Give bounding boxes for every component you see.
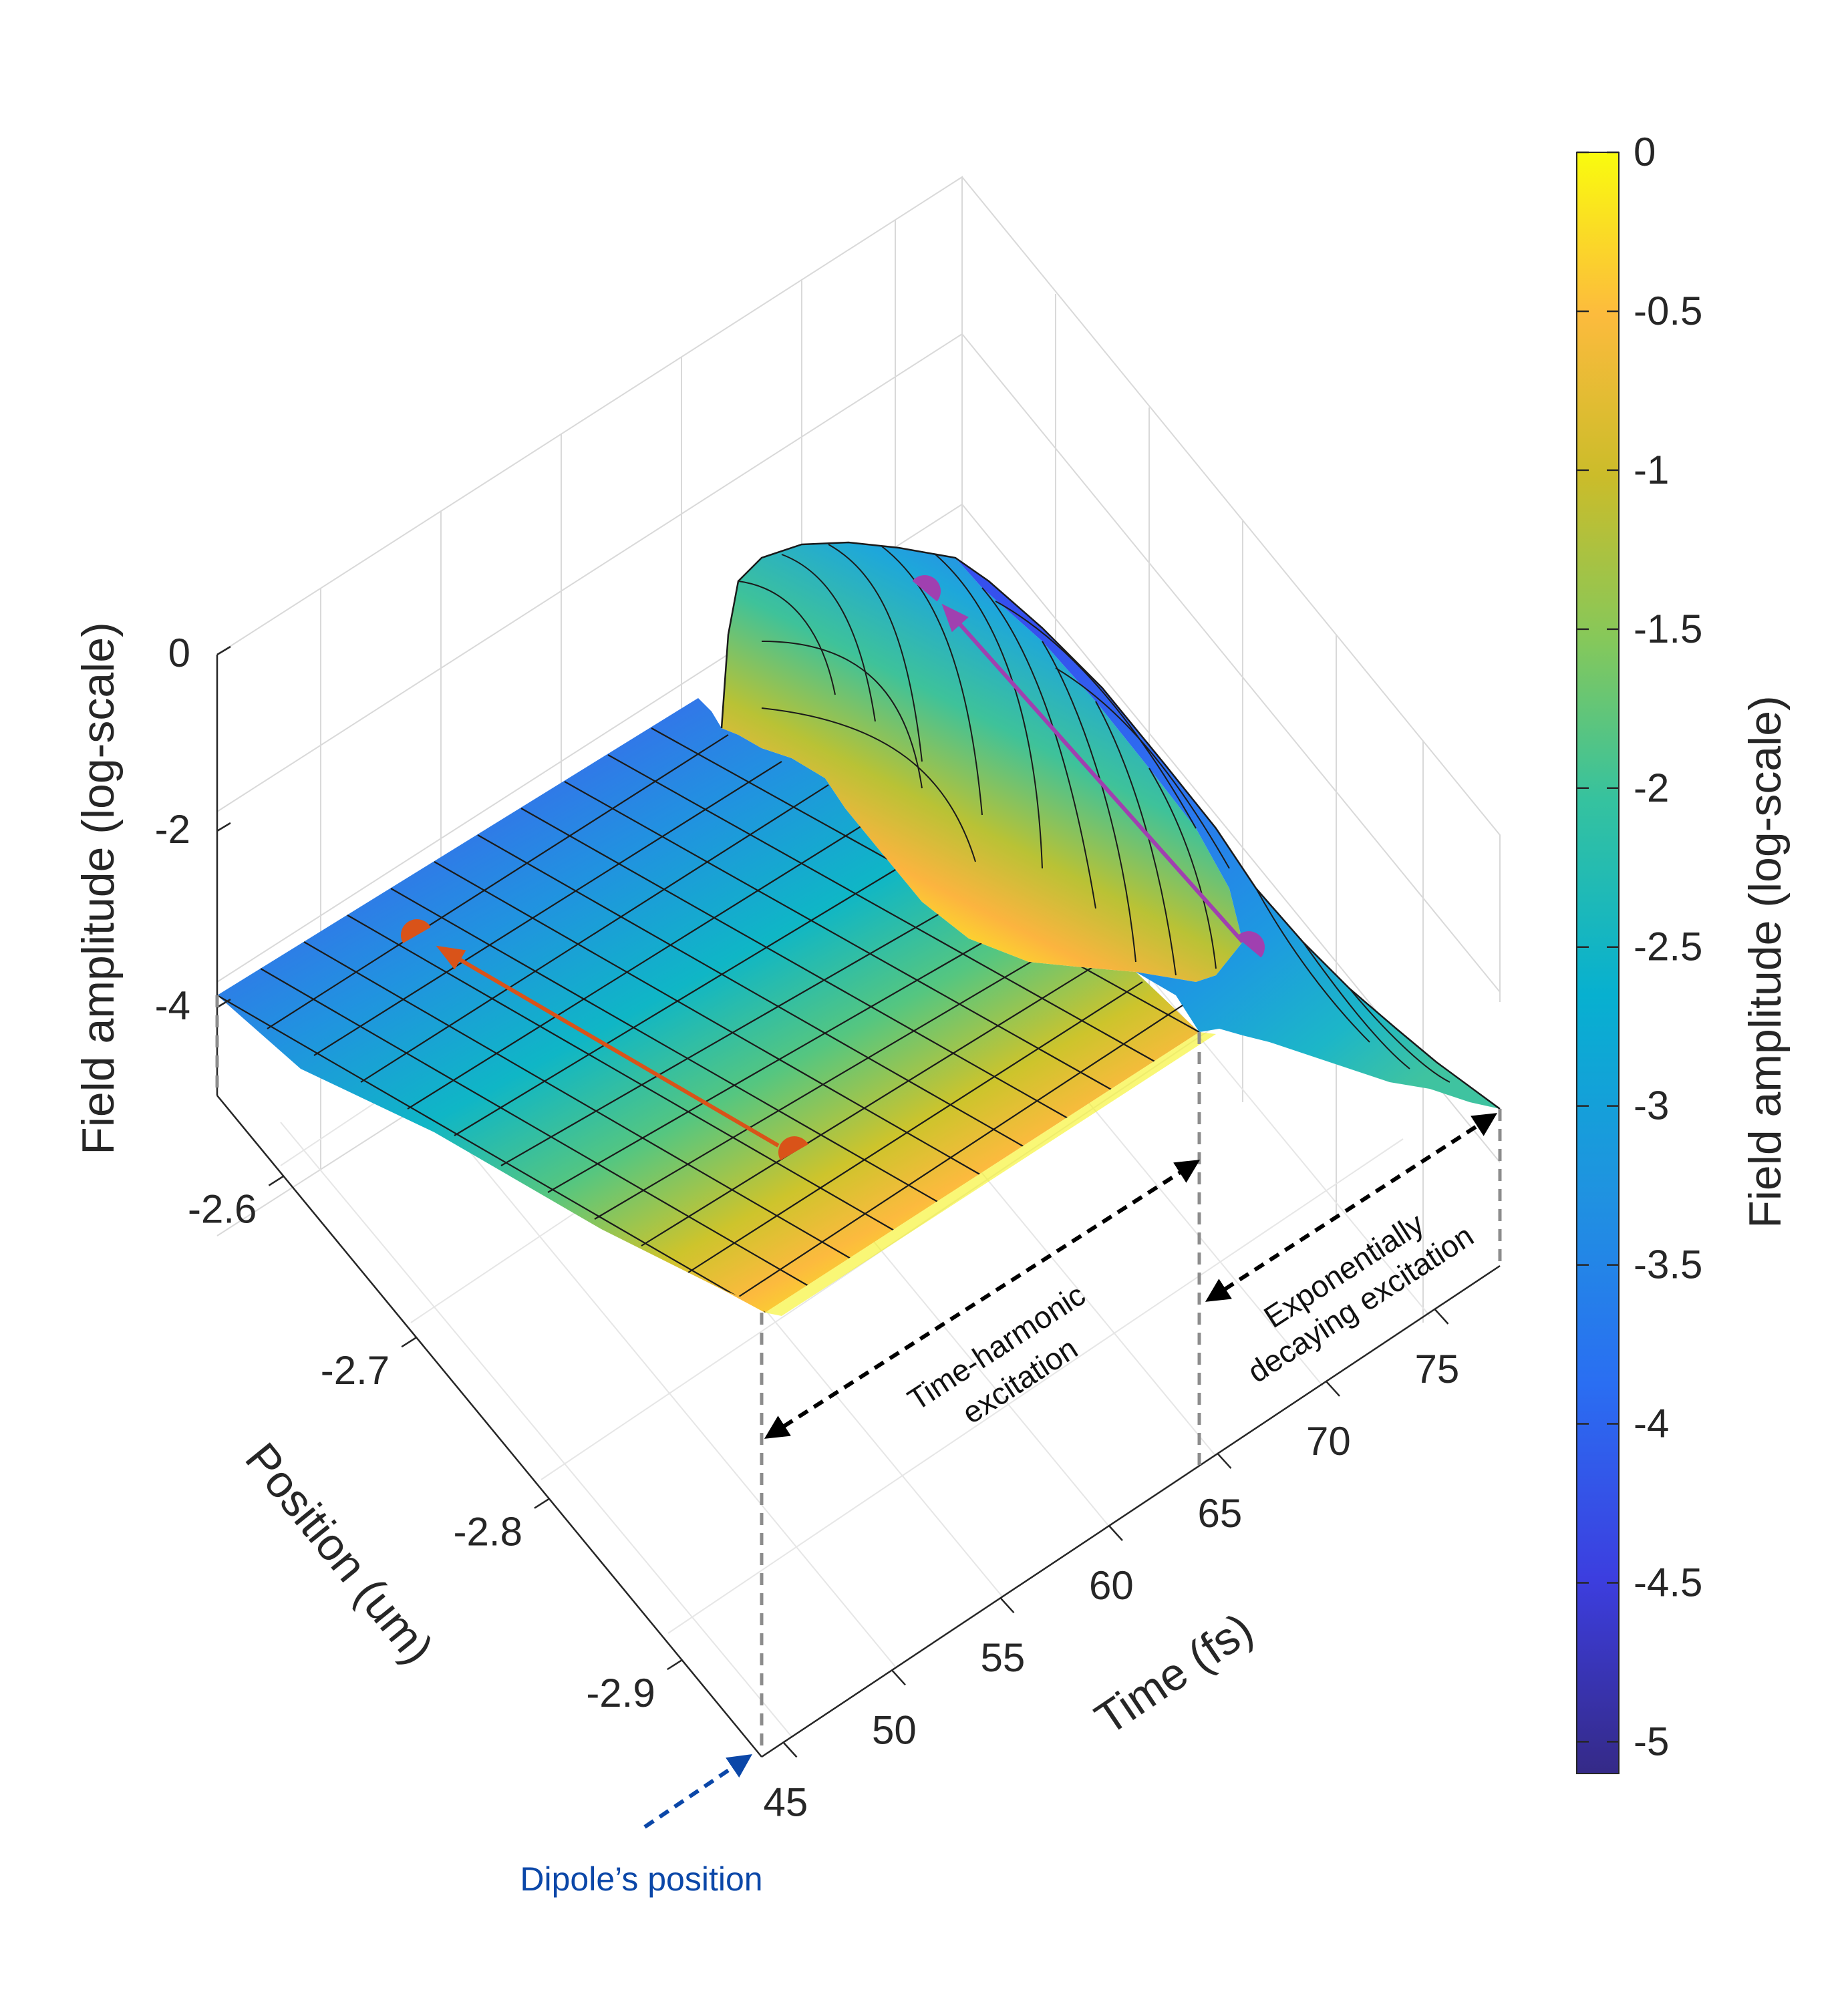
- colorbar-ticks: 0 -0.5 -1 -1.5 -2 -2.5 -3 -3.5 -4 -4.5 -5: [1577, 130, 1702, 1764]
- annotation-arrows: [436, 603, 1498, 1829]
- purple-end-marker: [912, 575, 941, 602]
- time-tick-label-1: 50: [872, 1707, 917, 1752]
- colorbar-tick-label-4: -2: [1634, 766, 1669, 810]
- position-axis-ticks: -2.6 -2.7 -2.8 -2.9: [188, 1175, 683, 1715]
- z-tick-1: [216, 822, 231, 832]
- position-tick-label-1: -2.7: [321, 1348, 390, 1393]
- back-wall-right: [961, 176, 1501, 1002]
- z-tick-label-1: -2: [155, 807, 190, 852]
- position-tick-2: [534, 1498, 550, 1509]
- colorbar-tick-label-5: -2.5: [1634, 925, 1702, 969]
- colorbar-tick-label-9: -4.5: [1634, 1560, 1702, 1605]
- z-axis-title: Field amplitude (log-scale): [73, 622, 124, 1154]
- colorbar-tick-label-10: -5: [1634, 1719, 1669, 1764]
- colorbar-title: Field amplitude (log-scale): [1740, 695, 1791, 1228]
- time-axis-title: Time (fs): [1086, 1603, 1262, 1745]
- colorbar-tick-label-0: 0: [1634, 130, 1656, 174]
- time-tick-label-3: 60: [1089, 1563, 1134, 1608]
- colorbar-tick-label-8: -4: [1634, 1401, 1669, 1446]
- position-tick-label-3: -2.9: [586, 1671, 655, 1715]
- surface-mesh: [217, 727, 1200, 1313]
- position-tick-0: [268, 1175, 285, 1186]
- purple-arrow: [941, 603, 1245, 943]
- ridge-mesh: [738, 544, 1450, 1083]
- colorbar-tick-label-6: -3: [1634, 1083, 1669, 1128]
- time-tick-1: [891, 1669, 906, 1686]
- colorbar-tick-label-7: -3.5: [1634, 1242, 1702, 1287]
- time-tick-3: [1108, 1525, 1123, 1541]
- time-tick-label-0: 45: [764, 1780, 808, 1824]
- time-tick-label-5: 70: [1306, 1419, 1351, 1464]
- position-axis-title: Position (um): [235, 1434, 443, 1673]
- orange-end-marker: [401, 919, 431, 943]
- colorbar-tick-label-3: -1.5: [1634, 607, 1702, 651]
- time-axis-line: [761, 1265, 1501, 1758]
- z-tick-label-0: 0: [168, 631, 190, 675]
- colorbar-tick-label-1: -0.5: [1634, 289, 1702, 333]
- time-tick-6: [1434, 1309, 1449, 1325]
- surface-ridge: [722, 542, 1243, 982]
- orange-arrow: [436, 945, 780, 1148]
- time-tick-label-4: 65: [1198, 1491, 1243, 1536]
- position-axis-line: [216, 1095, 762, 1758]
- colorbar-bar: [1576, 152, 1620, 1774]
- orange-start-marker: [778, 1136, 808, 1160]
- time-tick-2: [999, 1597, 1015, 1614]
- dipole-arrow: [643, 1754, 752, 1829]
- z-axis-ticks: 0 -2 -4: [155, 631, 231, 1028]
- time-tick-label-2: 55: [981, 1635, 1026, 1680]
- dipole-label: Dipole’s position: [520, 1860, 762, 1898]
- position-tick-3: [667, 1659, 683, 1671]
- position-tick-label-2: -2.8: [454, 1510, 522, 1554]
- time-harmonic-arrow: [764, 1160, 1201, 1439]
- colorbar-tick-label-2: -1: [1634, 448, 1669, 492]
- z-tick-label-2: -4: [155, 983, 190, 1028]
- annotations: Time-harmonic excitation Exponentially d…: [520, 1206, 1479, 1898]
- surface-slope: [955, 558, 1500, 1109]
- z-tick-0: [216, 645, 231, 656]
- position-tick-label-0: -2.6: [188, 1187, 257, 1232]
- time-tick-label-6: 75: [1415, 1347, 1460, 1391]
- time-tick-4: [1217, 1453, 1232, 1469]
- position-tick-1: [401, 1337, 417, 1348]
- purple-start-marker: [1236, 931, 1265, 958]
- time-tick-0: [782, 1741, 798, 1758]
- time-axis-ticks: 45 50 55 60 65 70 75: [764, 1309, 1460, 1824]
- colorbar: 0 -0.5 -1 -1.5 -2 -2.5 -3 -3.5 -4 -4.5 -5 Field am…: [1576, 130, 1791, 1774]
- surface-ridge-edge: [720, 541, 1501, 1110]
- time-tick-5: [1326, 1381, 1340, 1397]
- decaying-arrow: [1205, 1113, 1498, 1302]
- z-tick-2: [216, 998, 231, 1009]
- markers: [401, 575, 1265, 1160]
